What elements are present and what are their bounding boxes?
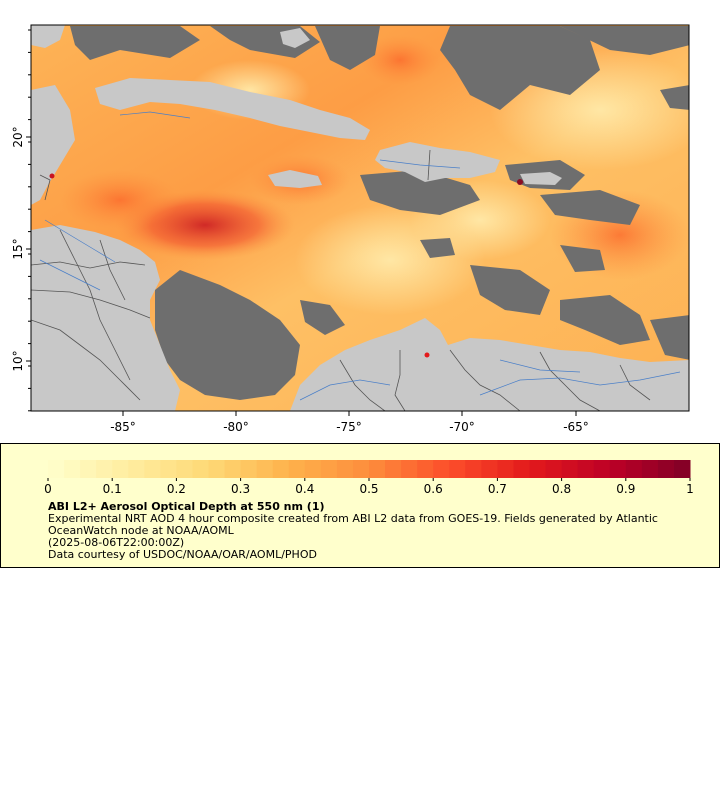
land-jamaica (268, 170, 322, 188)
colorbar-cell (224, 460, 242, 478)
map-panel: -85° -80° -75° -70° -65° 20° 15° 10° (11, 24, 690, 434)
map-frame (30, 24, 690, 412)
colorbar-cell (449, 460, 466, 478)
y-axis: 20° 15° 10° (11, 29, 31, 412)
legend-text: ABI L2+ Aerosol Optical Depth at 550 nm … (48, 501, 698, 561)
colorbar-tick-label: 0.6 (424, 482, 443, 496)
legend-panel: 0 0.1 0.2 0.3 0.4 0.5 0.6 0.7 0.8 0.9 1 ABI L2+ Ae… (0, 443, 720, 568)
colorbar-cell (304, 460, 322, 478)
land-south-america (290, 318, 689, 411)
colorbar-cell (385, 460, 402, 478)
colorbar-tick-label: 1 (686, 482, 694, 496)
y-tick-label: 20° (11, 126, 25, 147)
land-lake-maracaibo-area (405, 335, 435, 380)
colorbar-cell (641, 460, 659, 478)
aod-peak (49, 173, 55, 179)
legend-description: Experimental NRT AOD 4 hour composite cr… (48, 512, 658, 525)
colorbar-cell (240, 460, 258, 478)
colorbar-cell (288, 460, 306, 478)
colorbar-cell (545, 460, 563, 478)
x-tick-label: -85° (110, 420, 136, 434)
colorbar-cell (48, 460, 65, 478)
land-north (31, 25, 65, 48)
colorbar-cell (128, 460, 145, 478)
land-cuba (95, 78, 370, 140)
colorbar-cell (352, 460, 370, 478)
aod-peak (517, 179, 523, 185)
land-masses (31, 25, 689, 411)
land-central-america (31, 85, 75, 205)
y-tick-label: 15° (11, 238, 25, 259)
colorbar-tick-label: 0.8 (552, 482, 571, 496)
country-borders (31, 149, 651, 411)
colorbar-ticks: 0 0.1 0.2 0.3 0.4 0.5 0.6 0.7 0.8 0.9 1 (44, 478, 694, 496)
colorbar-cell (64, 460, 81, 478)
legend-description-cont: OceanWatch node at NOAA/AOML (48, 524, 234, 537)
colorbar-cell (160, 460, 177, 478)
colorbar-cell (336, 460, 354, 478)
colorbar-cell (609, 460, 627, 478)
colorbar-tick-label: 0.4 (295, 482, 314, 496)
colorbar-cell (625, 460, 643, 478)
colorbar-cell (465, 460, 482, 478)
x-tick-label: -80° (223, 420, 249, 434)
aod-high-patch (360, 35, 440, 85)
colorbar-cell (272, 460, 290, 478)
x-axis: -85° -80° -75° -70° -65° (110, 411, 589, 434)
land-puerto-rico (520, 172, 562, 185)
legend-timestamp: (2025-08-06T22:00:00Z) (48, 536, 185, 549)
colorbar-cell (529, 460, 547, 478)
colorbar-cell (112, 460, 129, 478)
colorbar-tick-label: 0.3 (231, 482, 250, 496)
colorbar-cell (80, 460, 97, 478)
colorbar-cell (320, 460, 338, 478)
colorbar-cell (673, 460, 691, 478)
x-tick-label: -65° (563, 420, 589, 434)
y-tick-label: 10° (11, 350, 25, 371)
colorbar-cell (144, 460, 161, 478)
aod-high-patch (60, 170, 180, 230)
rivers (39, 111, 681, 401)
aod-peak (424, 352, 430, 358)
land-hispaniola (375, 142, 500, 182)
colorbar-tick-label: 0.9 (616, 482, 635, 496)
colorbar-tick-label: 0.1 (103, 482, 122, 496)
legend-title: ABI L2+ Aerosol Optical Depth at 550 nm … (48, 500, 325, 513)
colorbar-cell (561, 460, 579, 478)
colorbar-cell (208, 460, 226, 478)
colorbar-tick-label: 0.5 (359, 482, 378, 496)
x-tick-label: -70° (449, 420, 475, 434)
colorbar-cell (401, 460, 418, 478)
land-north (280, 28, 310, 48)
land-central-america (31, 225, 180, 411)
colorbar-cell (481, 460, 498, 478)
colorbar-cell (369, 460, 386, 478)
aod-map: -85° -80° -75° -70° -65° 20° 15° 10° (11, 24, 690, 434)
colorbar-cell (192, 460, 209, 478)
colorbar-cell (433, 460, 450, 478)
legend-credit: Data courtesy of USDOC/NOAA/OAR/AOML/PHO… (48, 548, 317, 561)
colorbar-cell (176, 460, 193, 478)
colorbar-cells (48, 460, 691, 478)
colorbar-tick-label: 0.2 (167, 482, 186, 496)
colorbar-cell (593, 460, 611, 478)
colorbar-cell (497, 460, 514, 478)
colorbar-tick-label: 0 (44, 482, 52, 496)
colorbar-tick-label: 0.7 (488, 482, 507, 496)
colorbar-cell (417, 460, 434, 478)
colorbar: 0 0.1 0.2 0.3 0.4 0.5 0.6 0.7 0.8 0.9 1 (44, 460, 694, 496)
colorbar-cell (96, 460, 113, 478)
colorbar-cell (513, 460, 530, 478)
colorbar-cell (577, 460, 595, 478)
x-tick-label: -75° (336, 420, 362, 434)
colorbar-cell (657, 460, 675, 478)
colorbar-cell (256, 460, 274, 478)
